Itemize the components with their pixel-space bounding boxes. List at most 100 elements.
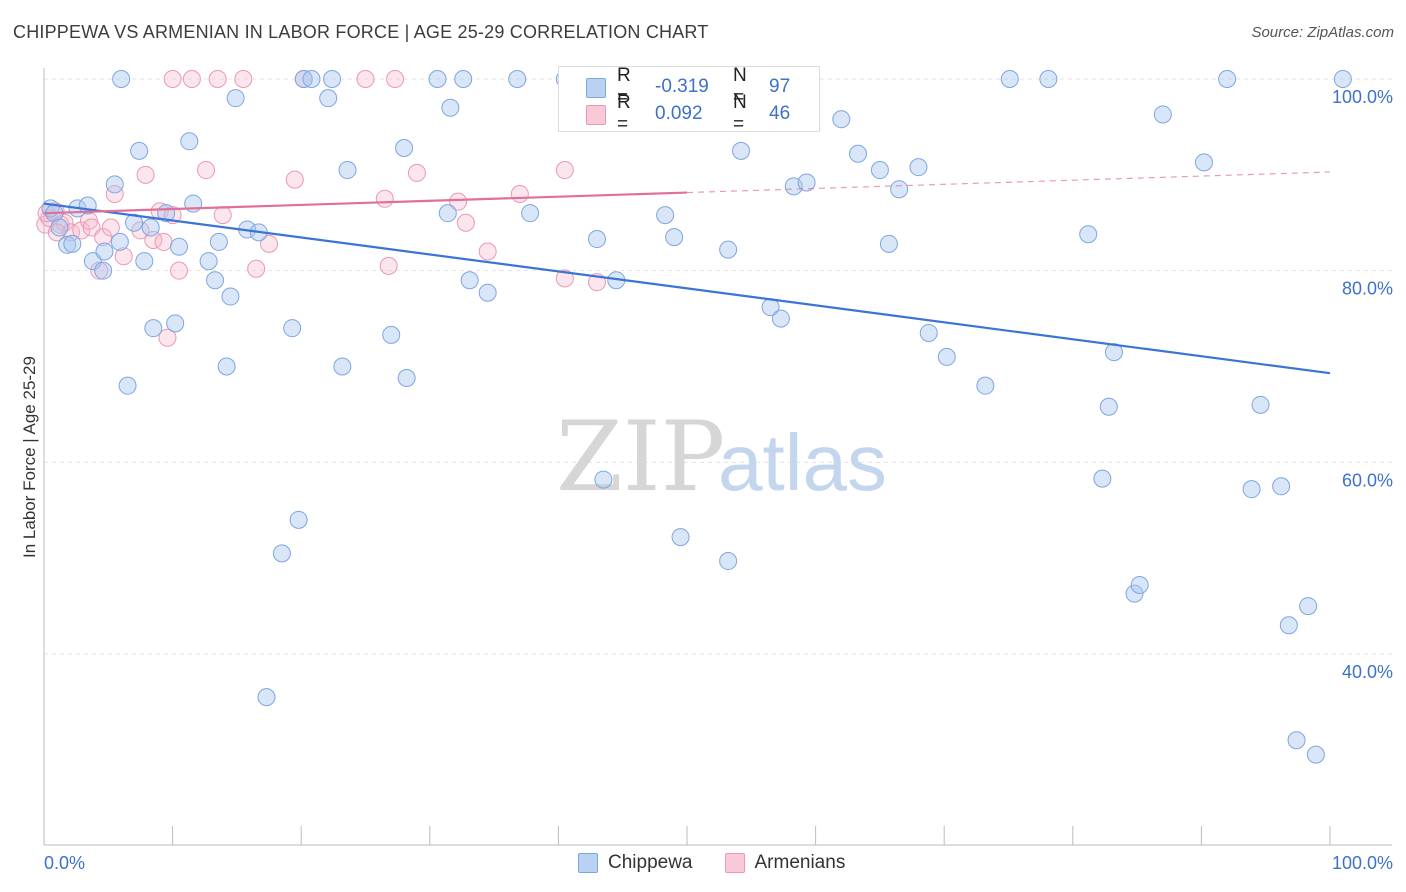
data-point-armenians — [90, 261, 109, 280]
data-point-chippewa — [919, 323, 938, 342]
data-point-chippewa — [1306, 745, 1325, 764]
trend-lines — [43, 171, 1331, 375]
data-point-chippewa — [226, 89, 245, 108]
chart-title: CHIPPEWA VS ARMENIAN IN LABOR FORCE | AG… — [13, 22, 709, 42]
data-point-chippewa — [141, 218, 160, 237]
legend-label-armenians: Armenians — [754, 852, 846, 873]
data-point-chippewa — [1099, 397, 1118, 416]
data-point-chippewa — [976, 376, 995, 395]
data-point-chippewa — [289, 510, 308, 529]
data-point-chippewa — [1251, 395, 1270, 414]
data-point-armenians — [510, 185, 529, 203]
legend-item-chippewa: Chippewa — [578, 852, 693, 874]
data-point-armenians — [101, 218, 120, 237]
data-point-chippewa — [1287, 731, 1306, 750]
legend-n-label: N = — [733, 65, 747, 108]
data-point-armenians — [131, 221, 150, 240]
data-point-chippewa — [105, 175, 124, 194]
data-point-chippewa — [130, 141, 149, 160]
legend-swatch-armenians — [724, 853, 745, 873]
data-point-chippewa — [1272, 477, 1291, 496]
trend-line-chippewa — [43, 202, 1331, 375]
data-point-chippewa — [382, 325, 401, 344]
legend-r-value: 0.092 — [655, 103, 703, 124]
series-legend: Chippewa Armenians — [578, 852, 877, 874]
data-point-chippewa — [1153, 105, 1172, 124]
data-point-chippewa — [1299, 597, 1318, 616]
data-point-armenians — [456, 213, 475, 232]
x-axis-ticks — [43, 826, 1331, 845]
data-point-chippewa — [199, 252, 218, 271]
x-tick-label-min: 0.0% — [44, 853, 85, 873]
data-point-armenians — [170, 261, 189, 280]
watermark-zip: ZIP — [556, 401, 725, 513]
data-point-armenians — [478, 242, 497, 261]
y-tick-label: 60.0% — [1342, 470, 1393, 490]
y-tick-labels: 40.0% 60.0% 80.0% 100.0% — [1332, 87, 1393, 682]
data-point-chippewa — [206, 271, 225, 290]
y-axis-label: In Labor Force | Age 25-29 — [20, 356, 39, 558]
legend-n-value: 97 — [769, 76, 791, 97]
data-point-chippewa — [63, 234, 82, 253]
data-point-chippewa — [1333, 70, 1352, 88]
data-point-chippewa — [656, 206, 675, 225]
axes — [43, 68, 1392, 846]
y-tick-label: 80.0% — [1342, 279, 1393, 299]
data-point-chippewa — [144, 319, 163, 338]
data-point-chippewa — [478, 283, 497, 302]
data-point-chippewa — [283, 319, 302, 338]
legend-r-label: R = — [617, 65, 631, 108]
data-point-chippewa — [95, 242, 114, 261]
data-point-chippewa — [112, 70, 131, 88]
data-point-chippewa — [395, 139, 414, 157]
data-point-chippewa — [323, 70, 342, 88]
data-point-chippewa — [180, 132, 199, 151]
data-point-chippewa — [849, 144, 868, 163]
data-point-chippewa — [1039, 70, 1058, 88]
data-point-chippewa — [319, 89, 338, 108]
data-point-chippewa — [438, 204, 457, 223]
legend-r-value: -0.319 — [655, 76, 709, 97]
data-point-chippewa — [521, 204, 540, 223]
data-point-chippewa — [1218, 70, 1237, 88]
data-point-armenians — [379, 256, 398, 275]
data-point-chippewa — [1093, 469, 1112, 488]
grid-lines — [44, 78, 1392, 655]
data-point-chippewa — [719, 240, 738, 259]
data-point-chippewa — [671, 528, 690, 547]
data-point-chippewa — [797, 173, 816, 192]
data-point-chippewa — [1130, 576, 1149, 594]
data-point-armenians — [213, 206, 232, 225]
data-point-chippewa — [1125, 584, 1144, 603]
data-point-chippewa — [58, 235, 77, 254]
data-point-chippewa — [333, 357, 352, 376]
data-point-armenians — [449, 192, 468, 211]
data-point-armenians — [136, 165, 155, 184]
data-point-chippewa — [909, 158, 928, 177]
data-point-chippewa — [272, 544, 291, 563]
data-point-chippewa — [1279, 616, 1298, 635]
data-point-armenians — [285, 170, 304, 189]
data-point-armenians — [386, 70, 405, 88]
data-point-armenians — [555, 161, 574, 180]
data-point-chippewa — [508, 70, 527, 88]
data-point-chippewa — [125, 213, 144, 232]
data-point-chippewa — [338, 161, 357, 180]
correlation-legend: R = -0.319 N = 97 R = 0.092 N = 46 — [558, 65, 820, 135]
data-point-chippewa — [890, 180, 909, 199]
legend-swatch-chippewa — [578, 853, 598, 873]
data-point-armenians — [234, 70, 253, 88]
data-point-armenians — [260, 234, 279, 253]
data-point-chippewa — [454, 70, 473, 88]
data-point-chippewa — [665, 228, 684, 247]
data-point-chippewa — [937, 347, 956, 366]
data-point-chippewa — [428, 70, 447, 88]
data-point-chippewa — [587, 230, 606, 249]
data-point-armenians — [208, 70, 227, 88]
watermark-atlas: atlas — [718, 418, 887, 507]
data-point-chippewa — [118, 376, 137, 395]
data-point-chippewa — [441, 98, 460, 117]
legend-swatch-chippewa — [586, 78, 606, 98]
data-point-armenians — [163, 70, 182, 88]
